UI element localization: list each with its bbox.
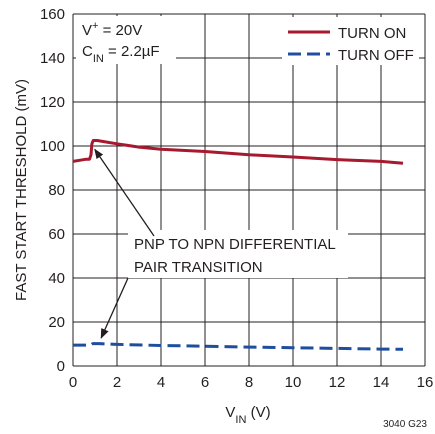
annotation-line-2: PAIR TRANSITION — [134, 259, 263, 276]
y-tick-label: 120 — [40, 94, 65, 111]
x-tick-label: 10 — [285, 374, 302, 391]
condition-vplus-value: = 20V — [98, 22, 142, 39]
x-tick-label: 16 — [417, 374, 434, 391]
x-tick-label: 12 — [329, 374, 346, 391]
condition-cin-sub: IN — [93, 53, 104, 65]
y-tick-label: 60 — [48, 226, 65, 243]
y-tick-label: 0 — [57, 358, 65, 375]
series-line-turn-off — [73, 342, 404, 351]
y-tick-label: 20 — [48, 314, 65, 331]
grid — [72, 13, 426, 367]
y-tick-label: 160 — [40, 6, 65, 23]
x-tick-label: 0 — [69, 374, 77, 391]
legend-label-turn-on: TURN ON — [338, 25, 406, 42]
x-tick-label: 6 — [201, 374, 209, 391]
y-axis-title: FAST START THRESHOLD (mV) — [13, 79, 30, 301]
y-tick-label: 140 — [40, 50, 65, 67]
annotation: PNP TO NPN DIFFERENTIAL PAIR TRANSITION — [94, 148, 348, 339]
x-tick-label: 4 — [157, 374, 165, 391]
y-tick-label: 100 — [40, 138, 65, 155]
x-axis-title-unit: (V) — [246, 404, 270, 421]
x-axis-title-sub: IN — [235, 414, 246, 426]
condition-vplus-sup: + — [92, 20, 98, 32]
annotation-line-1: PNP TO NPN DIFFERENTIAL — [134, 236, 336, 253]
y-tick-label: 40 — [48, 270, 65, 287]
legend-label-turn-off: TURN OFF — [338, 47, 414, 64]
x-axis-title-main: V — [225, 404, 235, 421]
conditions-background — [76, 16, 176, 64]
y-tick-label: 80 — [48, 182, 65, 199]
legend-background — [282, 17, 419, 65]
condition-vplus-main: V — [82, 22, 92, 39]
legend: TURN ON TURN OFF — [282, 17, 419, 65]
x-axis-title: VIN (V) — [225, 404, 270, 426]
x-tick-label: 2 — [113, 374, 121, 391]
annotation-arrow-turn-off — [100, 277, 129, 339]
annotation-arrow-turn-on — [94, 148, 155, 237]
x-tick-label: 8 — [245, 374, 253, 391]
series-line-turn-on — [72, 139, 404, 165]
figure-id: 3040 G23 — [383, 419, 427, 430]
condition-cin-value: = 2.2µF — [104, 43, 160, 60]
condition-cin: CIN = 2.2µF — [82, 43, 160, 65]
annotation-background — [128, 230, 348, 278]
x-tick-label: 14 — [373, 374, 390, 391]
series-layer — [72, 139, 404, 351]
condition-cin-main: C — [82, 43, 93, 60]
condition-vplus: V+ = 20V — [82, 20, 142, 39]
